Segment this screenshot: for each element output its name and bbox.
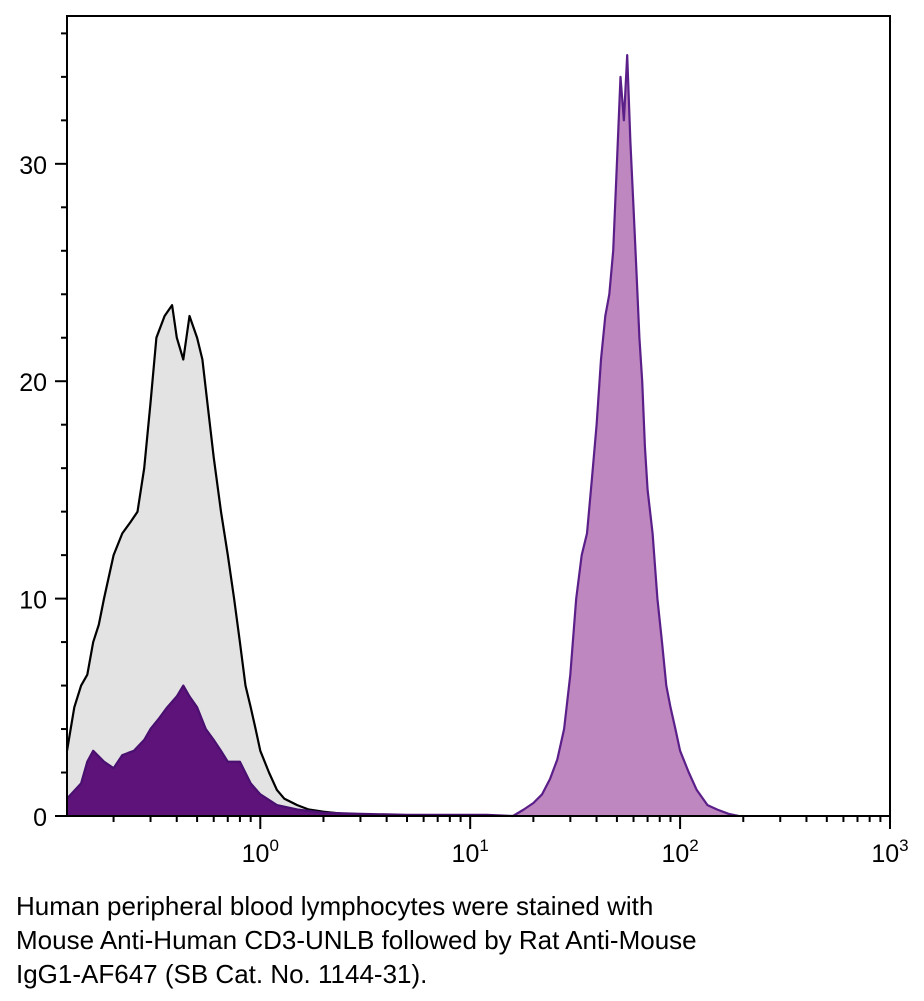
plot-frame <box>66 15 891 817</box>
y-tick-label: 30 <box>19 152 47 180</box>
control-area <box>67 305 361 816</box>
figure-caption: Human peripheral blood lymphocytes were … <box>16 889 906 991</box>
x-tick-label: 100 <box>242 836 279 868</box>
x-tick-label: 101 <box>452 836 489 868</box>
axes: 0 10 20 30 100 101 102 103 <box>19 32 909 868</box>
stained-line <box>512 54 739 818</box>
caption-line: Mouse Anti-Human CD3-UNLB followed by Ra… <box>16 925 697 955</box>
caption-line: IgG1-AF647 (SB Cat. No. 1144-31). <box>16 959 428 989</box>
x-tick-label: 102 <box>661 836 698 868</box>
caption-line: Human peripheral blood lymphocytes were … <box>16 891 654 921</box>
control-line <box>65 304 361 818</box>
series-layer <box>65 54 739 818</box>
y-tick-label: 10 <box>19 587 47 615</box>
y-tick-label: 0 <box>33 804 47 832</box>
x-tick-label: 103 <box>871 836 908 868</box>
stained-low-line <box>66 684 514 818</box>
stained-area <box>513 55 739 817</box>
histogram-chart: 0 10 20 30 100 101 102 103 <box>19 15 909 868</box>
y-tick-label: 20 <box>19 369 47 397</box>
stained-low-area <box>67 685 513 816</box>
